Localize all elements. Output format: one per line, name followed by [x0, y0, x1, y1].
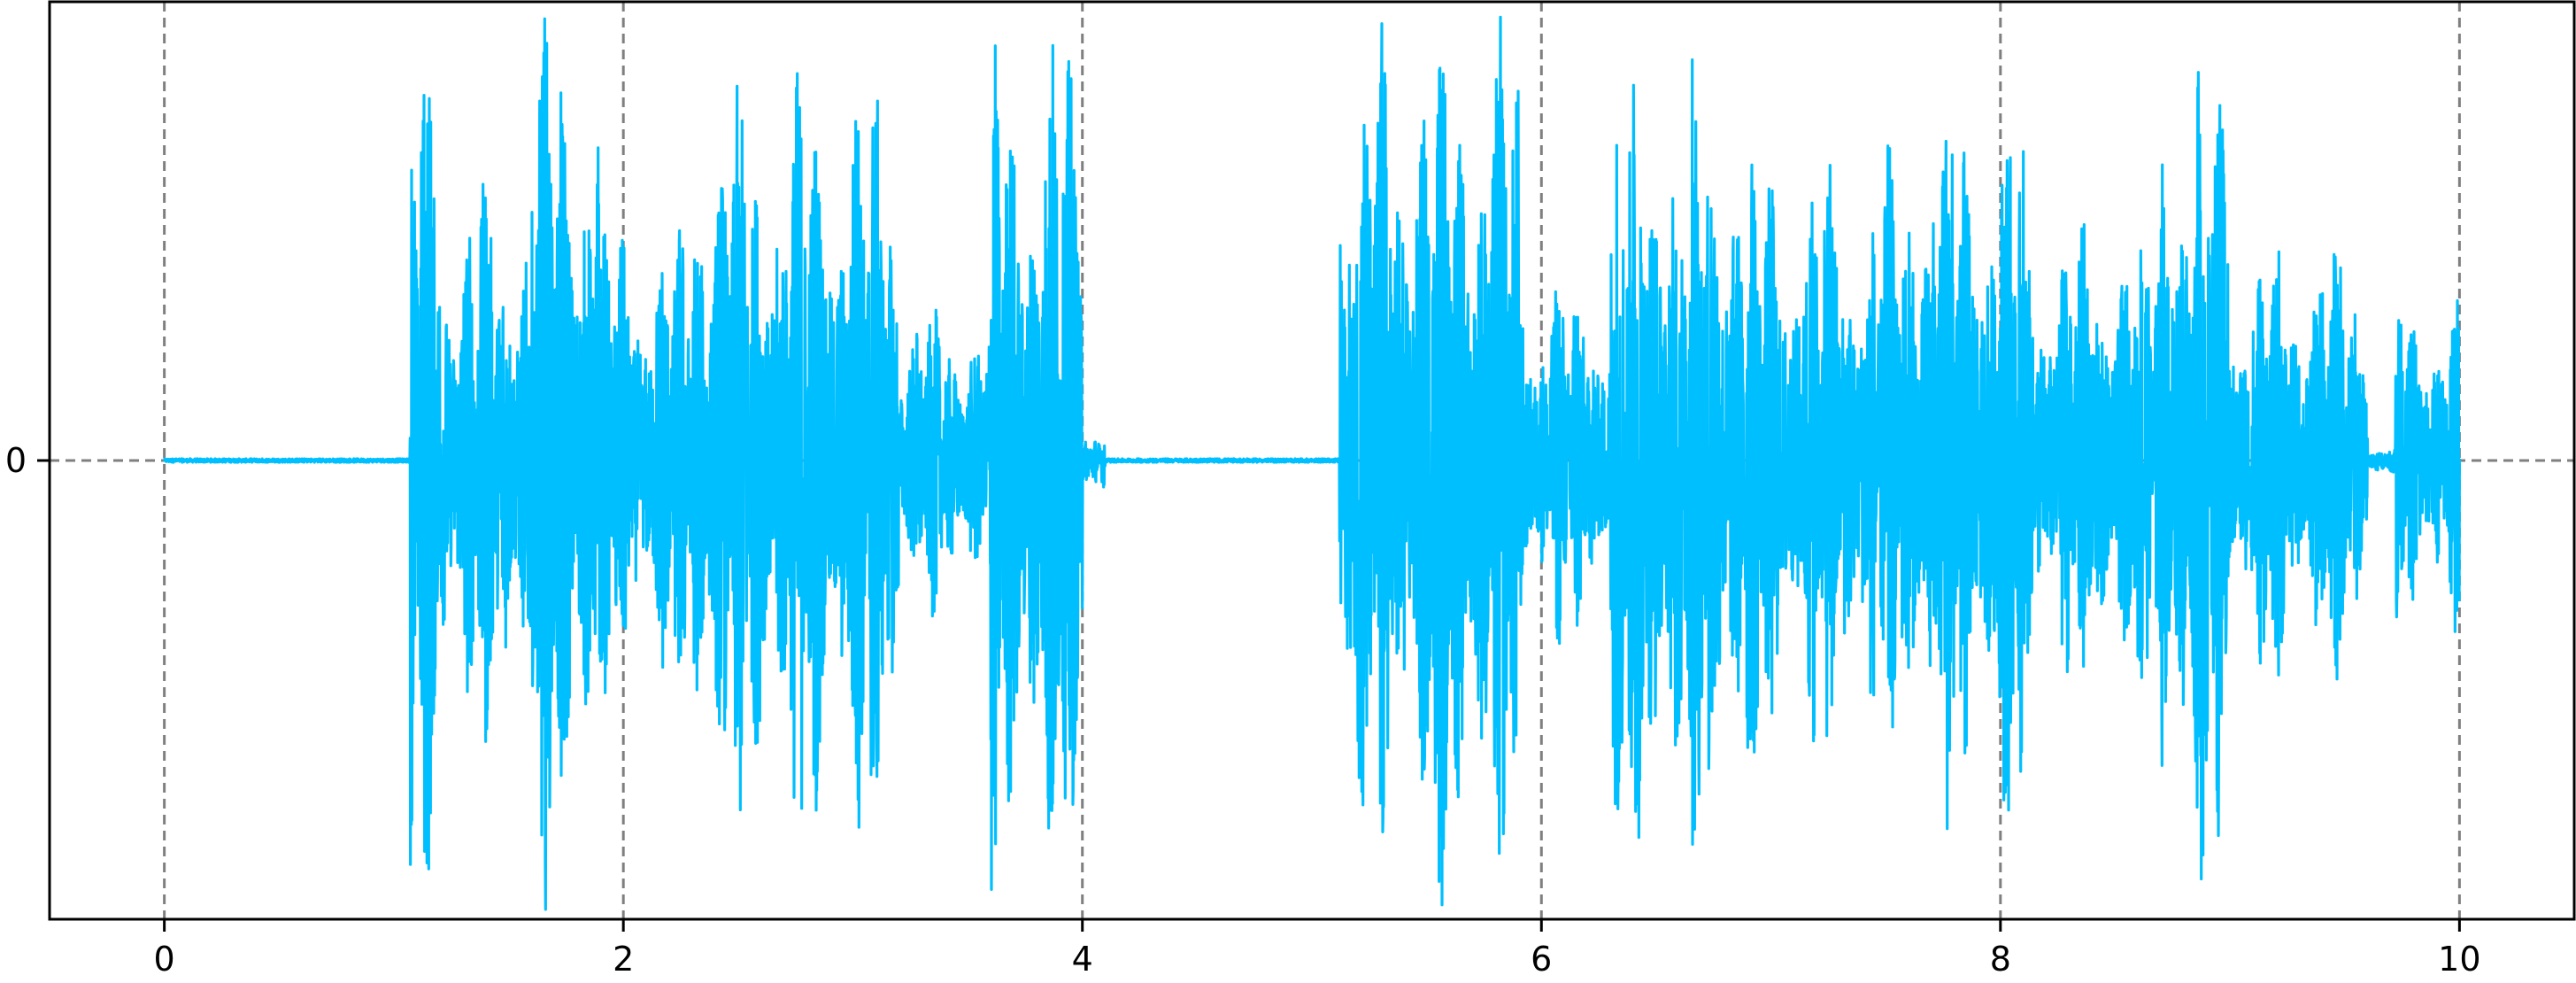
x-tick-label: 0 — [154, 940, 175, 979]
series-layer — [163, 15, 2461, 911]
y-tick-label: 0 — [5, 441, 27, 480]
x-tick-label: 6 — [1531, 940, 1552, 979]
x-tick-label: 10 — [2438, 940, 2480, 979]
y-axis-ticks: 0 — [5, 441, 50, 480]
x-tick-label: 2 — [613, 940, 634, 979]
x-tick-label: 8 — [1990, 940, 2011, 979]
waveform-series-0 — [163, 15, 2461, 911]
x-axis-ticks: 0 2 4 6 8 10 — [154, 919, 2481, 979]
x-tick-label: 4 — [1072, 940, 1093, 979]
